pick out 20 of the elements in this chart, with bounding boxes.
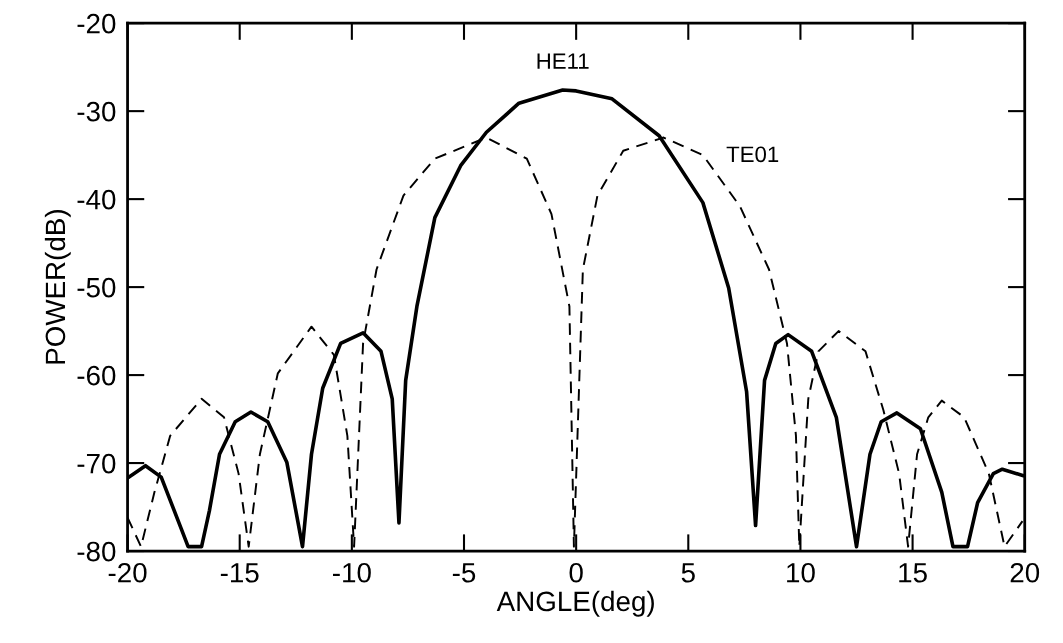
x-axis-title: ANGLE(deg) (496, 590, 654, 617)
y-tick-label: -50 (77, 277, 116, 298)
y-tick-label: -30 (77, 101, 116, 122)
x-tick-label: -15 (220, 563, 259, 583)
y-tick-label: -70 (77, 453, 116, 474)
x-tick-label: -20 (108, 562, 147, 583)
y-tick-label: -60 (77, 365, 116, 386)
x-tick-label: 20 (1010, 562, 1040, 583)
x-tick-label: 0 (569, 562, 583, 583)
x-tick-label: 15 (899, 563, 927, 583)
y-tick-label: -40 (77, 189, 116, 210)
annotation: TE01 (726, 146, 779, 163)
x-tick-label: -10 (333, 562, 371, 583)
x-tick-label: -5 (452, 563, 476, 583)
y-tick-label: -20 (77, 13, 116, 34)
annotation: HE11 (537, 53, 589, 69)
y-tick-label: -80 (77, 541, 116, 562)
x-tick-label: 10 (787, 562, 815, 583)
y-axis-title: POWER(dB) (44, 210, 71, 364)
x-tick-label: 5 (681, 563, 695, 583)
